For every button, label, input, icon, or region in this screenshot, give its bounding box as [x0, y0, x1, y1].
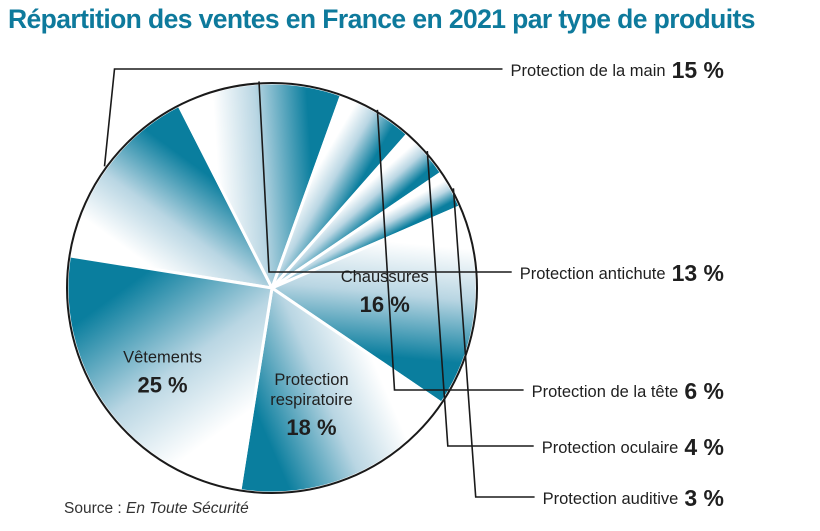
leader-line-protection-auditive	[452, 188, 535, 498]
pie-outline	[66, 82, 478, 494]
inside-label-protection-respiratoire-line-2: respiratoire	[270, 391, 353, 409]
callout-value-protection-de-la-tete: 6 %	[684, 378, 724, 404]
source-note: Source : En Toute Sécurité	[64, 500, 249, 518]
inside-label-protection-respiratoire-line-1: Protection	[274, 371, 348, 389]
inside-value-protection-respiratoire: 18 %	[286, 415, 336, 440]
inside-label-chaussures-line-1: Chaussures	[341, 268, 429, 286]
inside-value-vetements: 25 %	[137, 373, 187, 398]
leader-line-protection-antichute	[258, 81, 512, 273]
callout-value-protection-antichute: 13 %	[672, 260, 724, 286]
callout-value-protection-oculaire: 4 %	[684, 434, 724, 460]
inside-value-chaussures: 16 %	[360, 292, 410, 317]
leader-line-protection-de-la-tete	[376, 109, 524, 391]
source-name: En Toute Sécurité	[126, 500, 249, 517]
chart-title: Répartition des ventes en France en 2021…	[8, 4, 755, 34]
source-prefix: Source :	[64, 500, 122, 517]
outside-labels: 15 % Protection de la main 13 % Protection …	[103, 57, 724, 511]
leader-line-protection-oculaire	[426, 151, 534, 447]
leader-line-protection-de-la-main	[103, 68, 503, 167]
inside-labels: Vêtements 25 % Protection respiratoire 18 % C…	[123, 268, 429, 440]
callout-label-protection-auditive: Protection auditive	[543, 490, 679, 508]
inside-label-vetements-line-1: Vêtements	[123, 349, 202, 367]
callout-label-protection-oculaire: Protection oculaire	[542, 439, 679, 457]
callout-label-protection-antichute: Protection antichute	[520, 265, 666, 283]
callout-label-protection-de-la-main: Protection de la main	[511, 62, 666, 80]
pie-slices	[65, 81, 479, 495]
callout-label-protection-de-la-tete: Protection de la tête	[532, 383, 679, 401]
callout-value-protection-auditive: 3 %	[684, 485, 724, 511]
callout-value-protection-de-la-main: 15 %	[672, 57, 724, 83]
